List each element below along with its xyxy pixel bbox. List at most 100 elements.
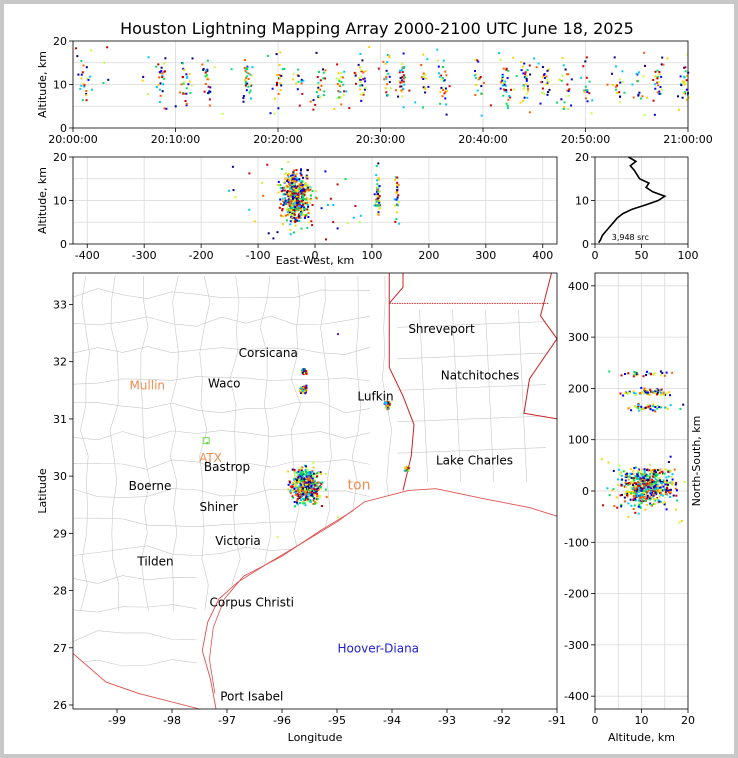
plan-view-point — [299, 386, 302, 389]
time-altitude-point — [250, 97, 252, 100]
histogram-y-tick-label: 0 — [582, 238, 589, 251]
time-altitude-point — [209, 86, 212, 89]
north-south-point — [615, 496, 618, 499]
east-west-point — [298, 178, 301, 181]
east-west-point — [303, 192, 306, 195]
plan-view-point — [314, 480, 317, 483]
east-west-point — [292, 187, 295, 190]
time-altitude-point — [277, 107, 280, 110]
time-altitude-point — [385, 76, 388, 78]
plan-view-point — [314, 490, 317, 493]
east-west-point — [293, 195, 295, 197]
north-south-point — [644, 490, 647, 493]
north-south-point — [640, 479, 643, 482]
time-altitude-point — [543, 93, 546, 95]
time-altitude-point — [80, 77, 83, 80]
plan-view-point — [307, 495, 310, 498]
time-altitude-point — [246, 82, 249, 85]
time-altitude-point — [616, 84, 619, 87]
east-west-point — [284, 197, 287, 200]
time-altitude-point — [545, 82, 548, 85]
time-altitude-point — [660, 88, 663, 91]
county-line — [485, 310, 495, 482]
east-west-point — [295, 190, 297, 193]
histogram-y-tick-label: 20 — [575, 151, 589, 164]
time-altitude-point — [615, 91, 618, 94]
east-west-point — [282, 204, 285, 207]
map-y-tick-label: 33 — [53, 298, 67, 311]
east-west-point — [282, 193, 285, 196]
time-altitude-point — [363, 88, 366, 91]
east-west-point — [307, 188, 310, 191]
plan-view-point — [304, 486, 307, 489]
north-south-point — [653, 488, 656, 491]
east-west-point — [376, 197, 379, 200]
plan-view-point — [316, 501, 318, 504]
time-altitude-point — [441, 77, 444, 79]
north-south-point — [668, 489, 671, 491]
time-altitude-point — [424, 73, 427, 76]
north-south-point — [667, 489, 670, 492]
north-south-point — [658, 500, 661, 503]
north-south-point — [674, 483, 677, 486]
east-west-point — [306, 201, 309, 204]
north-south-point — [640, 471, 643, 474]
east-west-point — [376, 183, 379, 186]
time-altitude-point — [244, 79, 246, 82]
time-altitude-point — [503, 89, 506, 92]
plan-view-point — [294, 493, 297, 496]
time-altitude-point — [320, 84, 323, 87]
time-altitude-point — [408, 89, 411, 92]
north-south-point — [624, 493, 627, 495]
plan-view-point — [320, 472, 322, 475]
north-south-point — [636, 487, 639, 490]
labels-layer: 20:00:00 20:10:00 20:20:00 20:30:00 20:40:00… — [36, 35, 713, 744]
north-south-point — [633, 477, 636, 480]
north-south-point — [642, 473, 645, 476]
plan-view-point — [303, 498, 305, 501]
time-altitude-point — [425, 77, 428, 80]
east-west-point — [375, 190, 378, 193]
north-south-point — [633, 493, 636, 495]
time-altitude-point — [501, 79, 504, 82]
plan-view-point — [293, 471, 296, 474]
north-south-point — [634, 392, 637, 395]
east-west-point — [303, 184, 306, 187]
time-altitude-point — [476, 89, 479, 92]
east-west-point — [301, 191, 304, 194]
plan-view-point — [289, 492, 292, 495]
map-base-layer — [72, 272, 558, 710]
east-west-point — [397, 194, 400, 197]
north-south-point — [637, 407, 640, 410]
plan-view-point — [321, 505, 323, 507]
plan-view-point — [302, 388, 305, 391]
plan-view-point — [296, 503, 299, 506]
north-south-point — [651, 491, 654, 494]
north-south-point — [652, 475, 655, 478]
east-west-point — [377, 178, 380, 181]
north-south-point — [619, 473, 622, 476]
time-altitude-point — [348, 107, 351, 110]
time-altitude-point — [563, 101, 566, 104]
east-west-point — [297, 189, 300, 192]
east-west-point — [293, 192, 296, 195]
time-altitude-point — [438, 75, 441, 78]
time-altitude-point — [243, 66, 246, 69]
north-south-point — [624, 473, 627, 476]
north-south-point — [663, 374, 666, 377]
north-south-point — [664, 483, 667, 486]
plan-view-point — [305, 384, 308, 387]
north-south-point — [627, 502, 630, 505]
time-altitude-point — [384, 87, 387, 90]
time-altitude-point — [505, 68, 508, 71]
east-west-point — [301, 180, 304, 183]
time-altitude-point — [283, 67, 286, 70]
time-altitude-point — [76, 55, 79, 58]
map-x-tick-label: -99 — [108, 714, 126, 727]
plan-view-point — [309, 475, 312, 478]
north-south-point — [637, 489, 640, 492]
north-south-point — [662, 391, 665, 394]
north-south-point — [627, 372, 630, 375]
time-altitude-point — [442, 89, 444, 91]
north-south-point — [626, 495, 629, 498]
